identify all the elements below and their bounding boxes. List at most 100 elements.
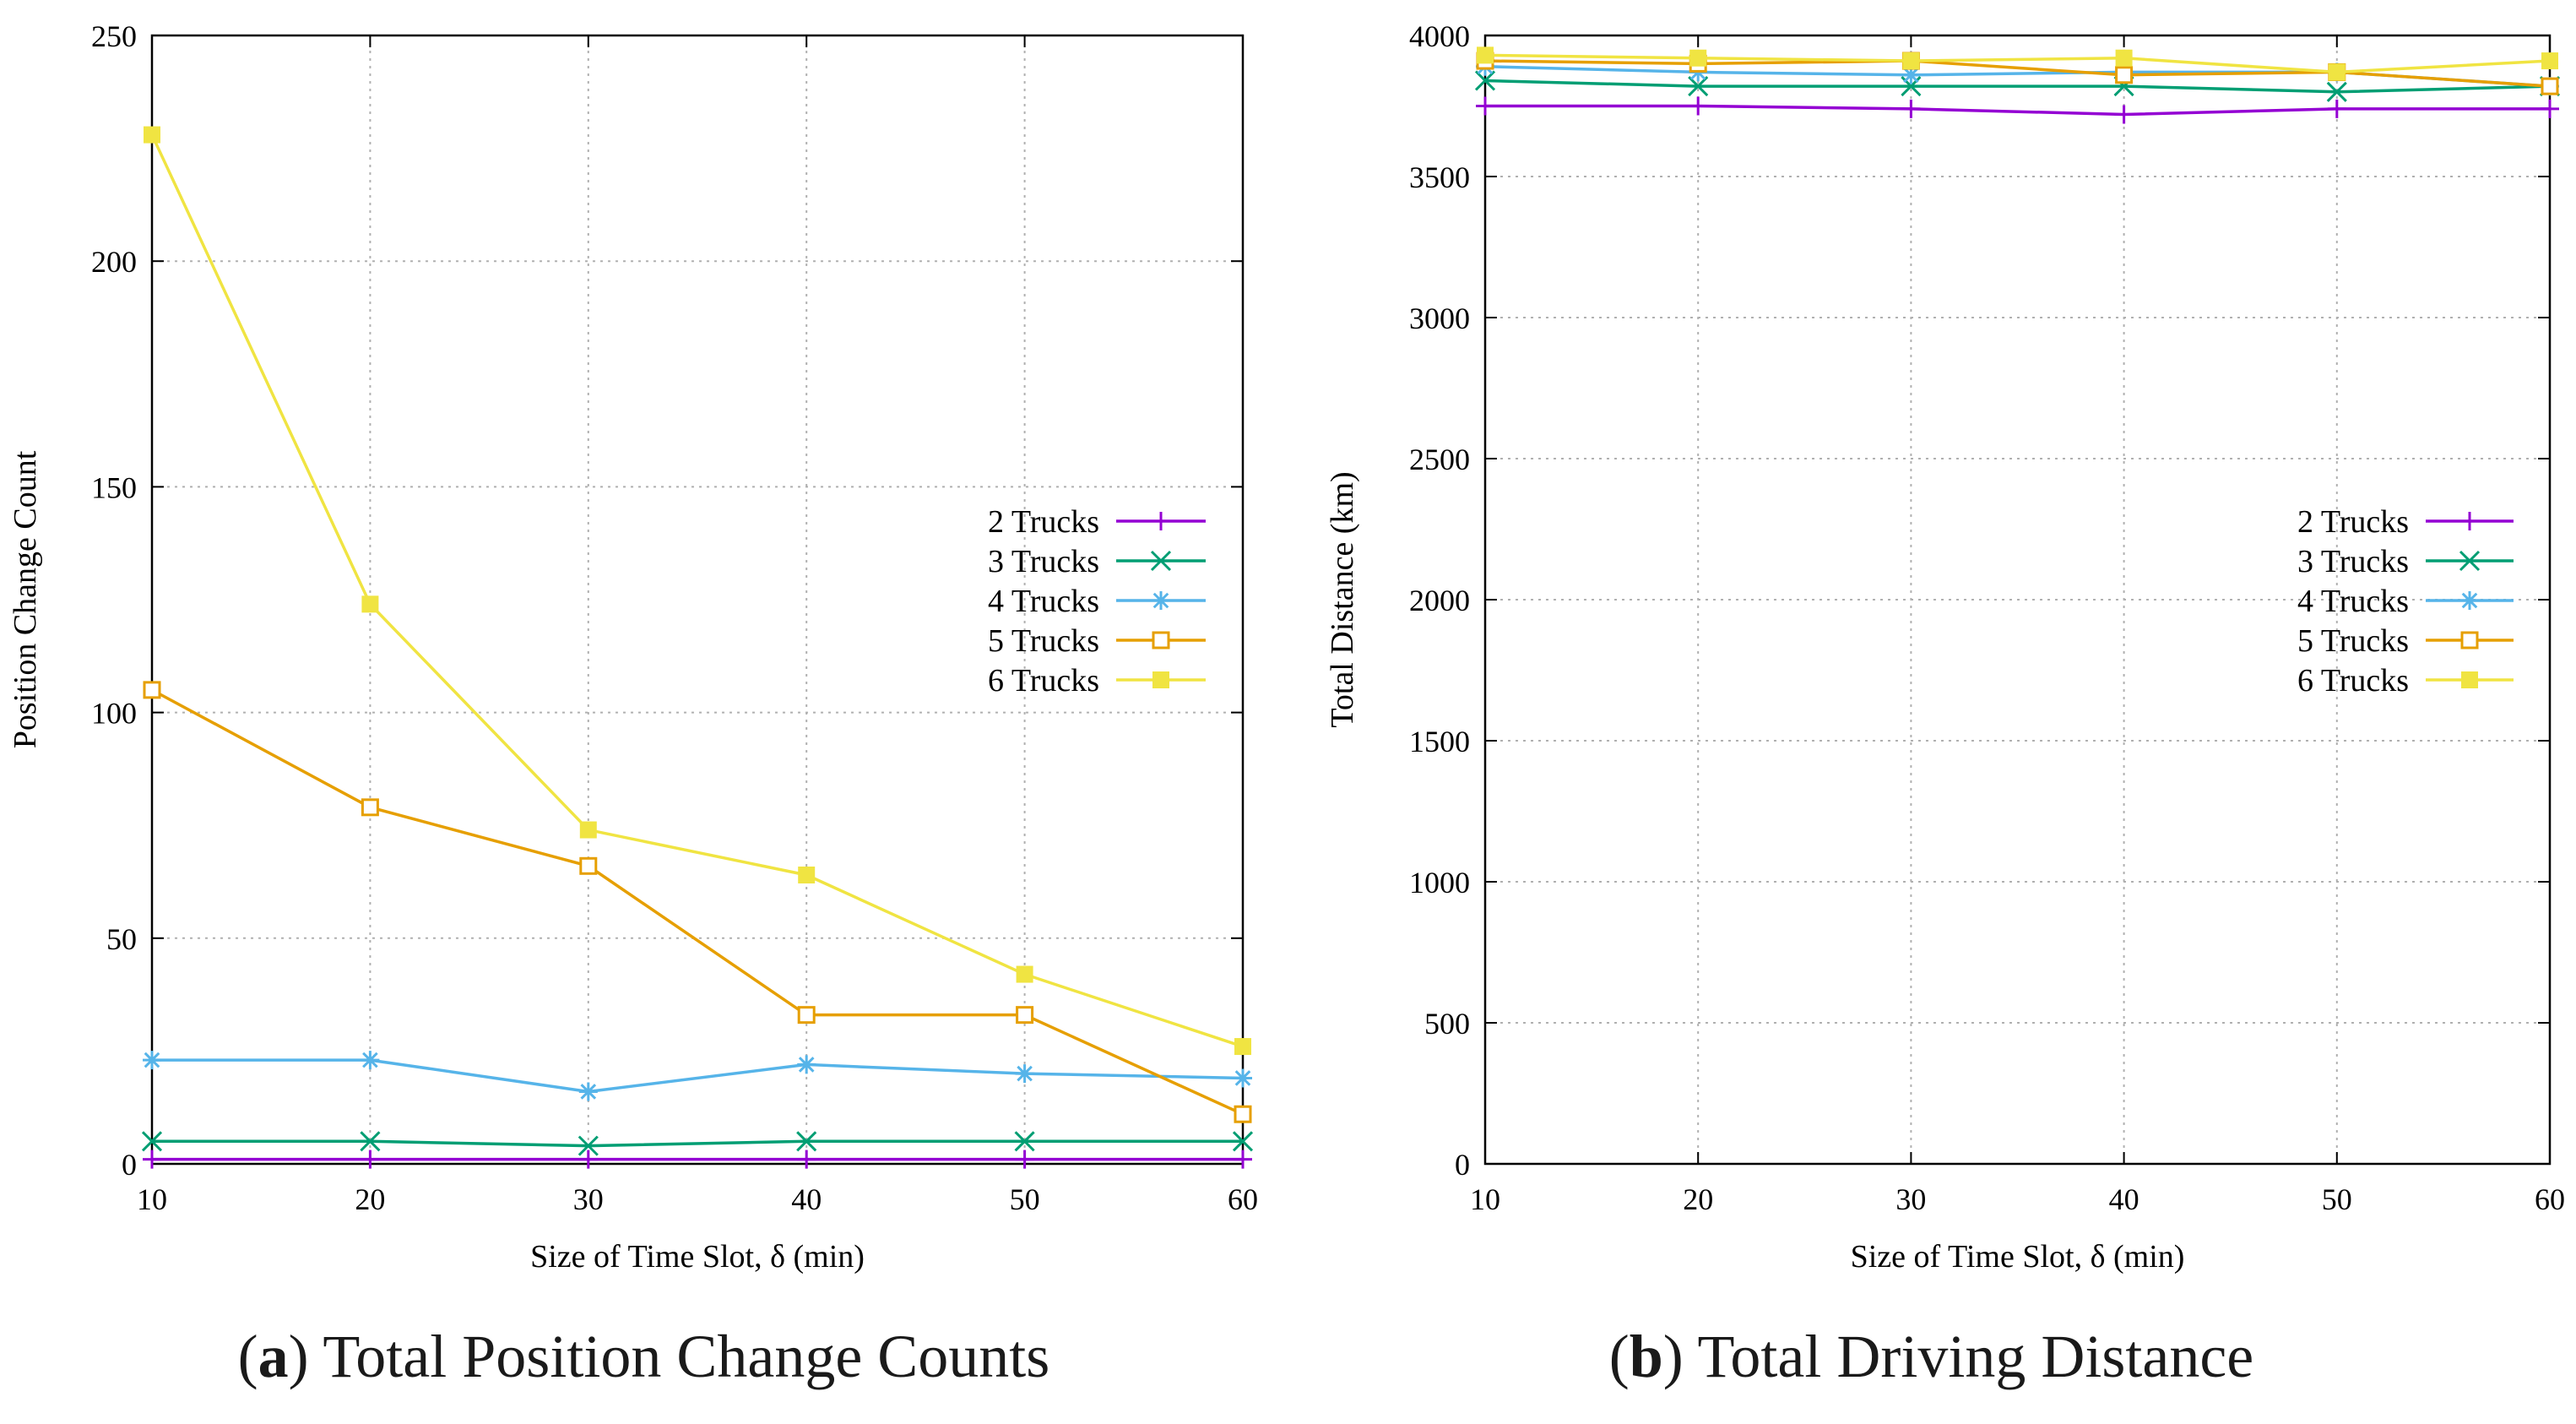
chart-b-series-0-point-4 (2327, 99, 2346, 118)
panel-driving-distance: 0 500 1000 1500 2000 2500 3000 3500 4000 10 20 30 40… (1288, 0, 2575, 1424)
chart-b-legend-label-4: 6 Trucks (2297, 663, 2409, 698)
chart-b-series-3-point-5 (2541, 77, 2559, 95)
chart-a-series-1-point-5 (1232, 1131, 1254, 1152)
chart-b-legend-label-0: 2 Trucks (2297, 504, 2409, 540)
chart-a-series-1-point-4 (1014, 1131, 1035, 1152)
chart-a-series-0-point-1 (361, 1150, 380, 1169)
chart-a-ytick-label-2: 100 (91, 697, 137, 731)
chart-a-series-2-line (152, 1058, 1244, 1094)
chart-a-series-2-point-4 (1015, 1064, 1034, 1084)
chart-a-legend-label-3: 5 Trucks (988, 623, 1099, 659)
chart-a-series-0-point-5 (1234, 1150, 1252, 1169)
chart-b-series-4-point-0 (1477, 46, 1494, 64)
chart-b-series-2-point-2 (1901, 65, 1921, 84)
chart-a-series-0-point-2 (578, 1150, 598, 1169)
chart-a-series-3-point-4 (1016, 1006, 1034, 1025)
chart-a-series-1 (141, 1131, 1254, 1156)
chart-a-xtick-label-5: 60 (1228, 1182, 1258, 1216)
chart-b-ytick-label-7: 3500 (1409, 160, 1470, 194)
chart-b-legend-marker-4 (2461, 671, 2478, 688)
chart-a-xtick-label-2: 30 (573, 1182, 604, 1216)
chart-a-series-2-point-1 (361, 1051, 380, 1070)
chart-a-series-2-point-3 (797, 1055, 816, 1074)
chart-b-series-0 (1476, 96, 2559, 124)
chart-b-ytick-label-0: 0 (1455, 1148, 1470, 1182)
chart-a-series-0-point-3 (797, 1150, 816, 1169)
chart-b-legend-label-2: 4 Trucks (2297, 584, 2409, 619)
chart-b-xtick-label-5: 60 (2535, 1182, 2565, 1216)
chart-a-series-1-point-2 (578, 1135, 599, 1156)
chart-a-series-3-point-5 (1234, 1105, 1252, 1123)
chart-b-series-0-point-3 (2114, 105, 2134, 124)
chart-b-legend-marker-1 (2459, 550, 2481, 572)
chart-b-y-axis-label: Total Distance (km) (1325, 471, 1360, 727)
chart-a-series-0 (143, 1150, 1252, 1169)
caption-a-text: Total Position Change Counts (323, 1323, 1050, 1390)
chart-position-change: 0 50 100 150 200 250 10 20 30 40 50 60 Size of Time … (8, 19, 1258, 1275)
chart-b-xtick-label-4: 50 (2322, 1182, 2352, 1216)
chart-a-series-3-point-2 (579, 856, 598, 875)
caption-b-text: Total Driving Distance (1697, 1323, 2254, 1390)
chart-b-series-3-point-3 (2115, 66, 2134, 84)
chart-b-series-0-point-0 (1476, 96, 1494, 116)
chart-a-series-4-line (150, 133, 1244, 1048)
chart-a-series-3 (143, 681, 1252, 1123)
chart-a-legend-marker-4 (1152, 671, 1169, 688)
chart-a-series-2 (143, 1051, 1252, 1101)
chart-a-series-0-point-4 (1015, 1150, 1034, 1169)
chart-a-legend-label-4: 6 Trucks (988, 663, 1099, 698)
chart-a-series-1-point-3 (796, 1131, 817, 1152)
chart-b-ticks: 0 500 1000 1500 2000 2500 3000 3500 4000 10 20 30 40… (1409, 19, 2565, 1216)
chart-b-ytick-label-1: 500 (1424, 1007, 1470, 1041)
chart-b-grid (1485, 35, 2550, 1164)
caption-b: (b) Total Driving Distance (1608, 1323, 2254, 1390)
chart-b-series-3-line (1484, 59, 2551, 88)
chart-b-xtick-label-0: 10 (1470, 1182, 1500, 1216)
chart-a-series-1-point-0 (141, 1131, 163, 1152)
chart-b-legend-marker-3 (2460, 631, 2479, 649)
chart-a-series-2-point-2 (578, 1082, 598, 1101)
chart-a-legend-marker-2 (1152, 591, 1170, 610)
chart-b-series-4-point-3 (2115, 49, 2133, 67)
chart-b-series-0-point-1 (1689, 96, 1708, 116)
chart-b-x-axis-label: Size of Time Slot, δ (min) (1851, 1239, 2185, 1275)
chart-a-xtick-label-4: 50 (1010, 1182, 1040, 1216)
chart-b-series-1-line (1484, 79, 2551, 94)
chart-b-ytick-label-2: 1000 (1409, 866, 1470, 900)
chart-a-legend-marker-0 (1152, 512, 1170, 530)
chart-b-series-1-point-0 (1474, 70, 1496, 91)
chart-b-series-0-point-5 (2541, 99, 2559, 118)
chart-b-ytick-label-6: 3000 (1409, 302, 1470, 335)
chart-a-series-3-point-0 (143, 681, 161, 699)
chart-a-series-4-point-4 (1016, 965, 1033, 983)
chart-a-legend-label-0: 2 Trucks (988, 504, 1099, 540)
chart-a-series-3-line (151, 688, 1244, 1116)
chart-b-legend-label-3: 5 Trucks (2297, 623, 2409, 659)
chart-b-xtick-label-2: 30 (1895, 1182, 1926, 1216)
chart-b-series-1-point-4 (2326, 81, 2347, 102)
chart-b-series-4-point-1 (1689, 49, 1707, 67)
chart-b-series-4-point-5 (2541, 52, 2558, 70)
chart-a-series-4-point-5 (1234, 1038, 1251, 1056)
chart-a-xtick-label-1: 20 (355, 1182, 385, 1216)
chart-driving-distance: 0 500 1000 1500 2000 2500 3000 3500 4000 10 20 30 40… (1325, 19, 2565, 1275)
chart-b-series-1-point-1 (1688, 76, 1709, 97)
chart-a-plot-frame (150, 34, 1245, 1166)
chart-b-ytick-label-4: 2000 (1409, 584, 1470, 617)
chart-a-legend-label-1: 3 Trucks (988, 544, 1099, 579)
chart-a-ticks: 0 50 100 150 200 250 10 20 30 40 50 60 (91, 19, 1258, 1216)
chart-b-ytick-label-3: 1500 (1409, 725, 1470, 758)
panel-position-change: 0 50 100 150 200 250 10 20 30 40 50 60 Size of Time … (8, 19, 1258, 1390)
chart-a-xtick-label-0: 10 (137, 1182, 167, 1216)
chart-a-y-axis-label: Position Change Count (8, 450, 43, 748)
chart-b-legend-marker-0 (2460, 512, 2479, 530)
chart-b-series-0-line (1485, 104, 2550, 117)
chart-a-series-3-point-3 (797, 1006, 816, 1025)
caption-a: (a) Total Position Change Counts (237, 1323, 1050, 1390)
chart-b-xtick-label-3: 40 (2109, 1182, 2139, 1216)
chart-a-legend-label-2: 4 Trucks (988, 584, 1099, 619)
caption-b-label: b (1629, 1323, 1663, 1390)
chart-a-series-4-point-3 (798, 866, 816, 883)
chart-a-series-1-point-1 (360, 1131, 381, 1152)
chart-a-ytick-label-1: 50 (106, 922, 137, 956)
